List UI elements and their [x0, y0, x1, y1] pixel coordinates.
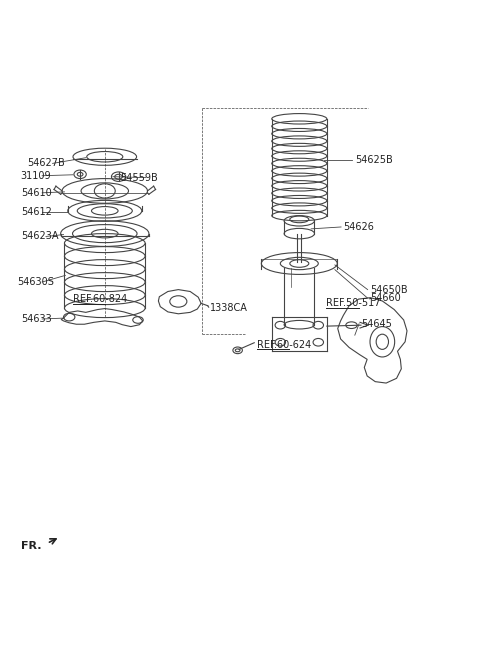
Text: 54660: 54660 [370, 293, 401, 303]
Text: 54626: 54626 [343, 222, 374, 232]
Text: 54623A: 54623A [21, 231, 58, 242]
Text: 54633: 54633 [21, 314, 51, 324]
Text: 54625B: 54625B [355, 155, 393, 165]
Text: 54630S: 54630S [17, 277, 54, 287]
Text: 1338CA: 1338CA [210, 303, 248, 313]
Text: 54610: 54610 [21, 188, 51, 198]
Text: 54612: 54612 [21, 207, 52, 217]
Text: 54650B: 54650B [370, 284, 408, 294]
Text: 31109: 31109 [21, 171, 51, 181]
Text: REF.50-517: REF.50-517 [326, 298, 381, 308]
Text: 54559B: 54559B [120, 173, 158, 183]
Text: FR.: FR. [21, 541, 41, 551]
Text: REF.60-624: REF.60-624 [257, 340, 311, 350]
Text: REF.60-824: REF.60-824 [73, 294, 127, 304]
Text: 54627B: 54627B [27, 158, 65, 168]
Text: 54645: 54645 [361, 319, 392, 328]
